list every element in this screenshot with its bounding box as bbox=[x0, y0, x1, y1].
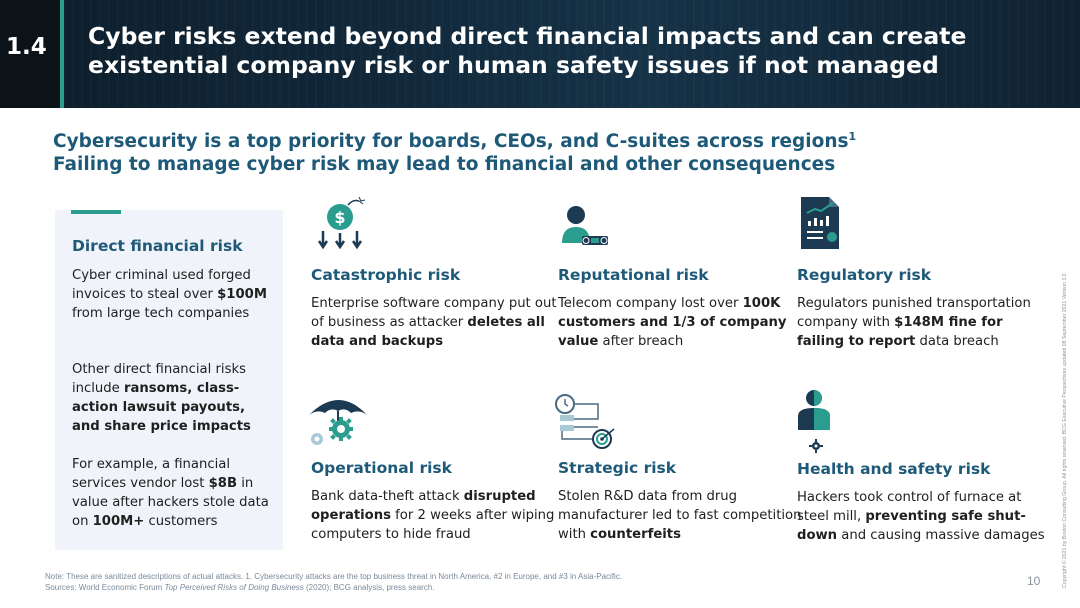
title-line-2: existential company risk or human safety… bbox=[88, 51, 939, 79]
page-title: Cyber risks extend beyond direct financi… bbox=[88, 22, 1048, 80]
risk-card-reputational: Reputational risk Telecom company lost o… bbox=[558, 195, 808, 355]
section-number-box: 1.4 bbox=[0, 0, 64, 108]
text-run: in value after hackers stole data on bbox=[72, 476, 269, 529]
risk-title: Health and safety risk bbox=[797, 460, 991, 478]
risk-card-health-safety: Health and safety risk Hackers took cont… bbox=[797, 388, 1047, 548]
page-number: 10 bbox=[1027, 574, 1041, 588]
risk-title: Operational risk bbox=[311, 459, 452, 477]
sources-line: Sources: World Economic Forum Top Percei… bbox=[45, 583, 622, 594]
money-bomb-icon: $ bbox=[317, 196, 365, 250]
text-run: Other direct financial risks include bbox=[72, 362, 246, 396]
text-run: Sources: World Economic Forum bbox=[45, 582, 165, 592]
text-run: Regulators punished transportation compa… bbox=[797, 296, 1031, 330]
text-run: For example, a financial services vendor… bbox=[72, 457, 230, 491]
subheading-line-1: Cybersecurity is a top priority for boar… bbox=[53, 130, 856, 152]
bold-run: $100M bbox=[217, 287, 267, 302]
panel-paragraph-3: For example, a financial services vendor… bbox=[72, 455, 277, 531]
bold-run: disrupted operations bbox=[311, 489, 536, 523]
footnote-marker: 1 bbox=[848, 130, 857, 143]
footnote: Note: These are sanitized descriptions o… bbox=[45, 572, 622, 593]
text-run: Hackers took control of furnace at steel… bbox=[797, 490, 1022, 524]
text-run: Cyber criminal used forged invoices to s… bbox=[72, 268, 251, 302]
panel-accent-bar bbox=[71, 210, 121, 214]
note-line: Note: These are sanitized descriptions o… bbox=[45, 572, 623, 581]
title-line-1: Cyber risks extend beyond direct financi… bbox=[88, 22, 967, 50]
svg-text:$: $ bbox=[334, 208, 345, 227]
risk-description: Stolen R&D data from drug manufacturer l… bbox=[558, 487, 808, 544]
text-run: customers bbox=[144, 514, 218, 529]
bold-run: 100K customers and 1/3 of company value bbox=[558, 296, 787, 349]
risk-description: Enterprise software company put out of b… bbox=[311, 294, 561, 351]
risk-title: Reputational risk bbox=[558, 266, 709, 284]
text-run: for 2 weeks after wiping computers to hi… bbox=[311, 508, 555, 542]
umbrella-gear-icon bbox=[309, 400, 367, 445]
bold-run: deletes all data and backups bbox=[311, 315, 545, 349]
risk-description: Telecom company lost over 100K customers… bbox=[558, 294, 808, 351]
person-laptop-icon bbox=[562, 206, 608, 245]
bold-run: 100M+ bbox=[92, 514, 145, 529]
direct-financial-risk-panel: Direct financial risk Cyber criminal use… bbox=[55, 210, 283, 550]
panel-paragraph-1: Cyber criminal used forged invoices to s… bbox=[72, 266, 277, 323]
risk-description: Hackers took control of furnace at steel… bbox=[797, 488, 1047, 545]
text-run: and causing massive damages bbox=[837, 528, 1045, 543]
risk-card-catastrophic: $ Catastrophic risk Enterprise software … bbox=[311, 195, 561, 355]
strategy-target-icon bbox=[555, 394, 615, 449]
copyright-text: Copyright © 2021 by Boston Consulting Gr… bbox=[1062, 273, 1068, 588]
risk-title: Regulatory risk bbox=[797, 266, 932, 284]
report-document-icon bbox=[801, 197, 839, 249]
worker-gear-icon bbox=[798, 390, 830, 453]
header-banner: 1.4 Cyber risks extend beyond direct fin… bbox=[0, 0, 1080, 108]
text-run: Telecom company lost over bbox=[558, 296, 743, 311]
text-run: (2020); BCG analysis, press search. bbox=[303, 582, 435, 592]
bold-run: ransoms, class-action lawsuit payouts, a… bbox=[72, 381, 251, 434]
risk-card-operational: Operational risk Bank data-theft attack … bbox=[309, 393, 561, 553]
text-run: from large tech companies bbox=[72, 306, 250, 321]
risk-title: Catastrophic risk bbox=[311, 266, 461, 284]
text-run: after breach bbox=[598, 334, 684, 349]
panel-title: Direct financial risk bbox=[72, 237, 243, 255]
text-run: Enterprise software company put out of b… bbox=[311, 296, 557, 330]
text-run: Stolen R&D data from drug manufacturer l… bbox=[558, 489, 802, 542]
risk-card-regulatory: Regulatory risk Regulators punished tran… bbox=[797, 195, 1047, 355]
section-number: 1.4 bbox=[6, 34, 47, 60]
risk-description: Bank data-theft attack disrupted operati… bbox=[311, 487, 561, 544]
bold-run: $148M fine for failing to report bbox=[797, 315, 1003, 349]
bold-run: $8B bbox=[208, 476, 238, 491]
risk-title: Strategic risk bbox=[558, 459, 677, 477]
text-run: data breach bbox=[915, 334, 999, 349]
panel-paragraph-2: Other direct financial risks include ran… bbox=[72, 360, 277, 436]
bold-run: counterfeits bbox=[590, 527, 681, 542]
risk-card-strategic: Strategic risk Stolen R&D data from drug… bbox=[555, 393, 808, 553]
text-run: Bank data-theft attack bbox=[311, 489, 464, 504]
subheading-line-2: Failing to manage cyber risk may lead to… bbox=[53, 154, 836, 175]
bold-run: preventing safe shut-down bbox=[797, 509, 1026, 543]
italic-run: Top Perceived Risks of Doing Business bbox=[164, 582, 304, 592]
risk-description: Regulators punished transportation compa… bbox=[797, 294, 1047, 351]
subheading-text-1: Cybersecurity is a top priority for boar… bbox=[53, 131, 849, 153]
